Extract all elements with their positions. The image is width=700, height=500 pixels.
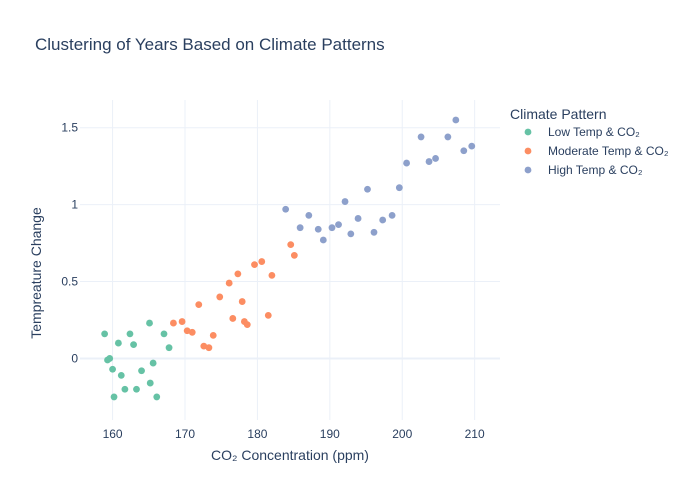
data-point[interactable] xyxy=(335,221,342,229)
x-tick-label: 160 xyxy=(103,427,123,441)
data-point[interactable] xyxy=(138,367,145,375)
legend: Climate Pattern Low Temp & CO₂ Moderate T… xyxy=(510,106,669,177)
data-point[interactable] xyxy=(370,228,378,236)
data-point[interactable] xyxy=(117,371,125,379)
data-point[interactable] xyxy=(444,133,452,141)
data-point[interactable] xyxy=(225,279,233,287)
data-point[interactable] xyxy=(328,224,336,232)
data-point[interactable] xyxy=(130,341,137,349)
data-point[interactable] xyxy=(290,251,298,259)
data-point[interactable] xyxy=(146,379,154,387)
x-tick-label: 200 xyxy=(392,427,412,441)
data-point[interactable] xyxy=(114,339,122,347)
data-point[interactable] xyxy=(109,365,116,373)
legend-label[interactable]: Low Temp & CO₂ xyxy=(548,125,640,139)
data-point[interactable] xyxy=(417,133,425,141)
data-point[interactable] xyxy=(178,318,186,325)
data-point[interactable] xyxy=(287,241,295,249)
data-point[interactable] xyxy=(195,301,203,309)
y-axis-ticks: 0 0.5 1 1.5 xyxy=(61,121,78,366)
x-tick-label: 180 xyxy=(247,427,267,441)
data-point[interactable] xyxy=(432,155,439,162)
data-point[interactable] xyxy=(268,271,276,279)
data-point[interactable] xyxy=(165,344,173,352)
data-point[interactable] xyxy=(101,330,109,338)
data-point[interactable] xyxy=(238,298,246,305)
data-point[interactable] xyxy=(379,216,387,224)
data-point[interactable] xyxy=(264,311,272,319)
data-point[interactable] xyxy=(216,293,224,301)
data-point[interactable] xyxy=(364,185,371,193)
y-axis-title: Tempreature Change xyxy=(28,207,44,339)
x-tick-label: 170 xyxy=(175,427,195,441)
y-tick-label: 0.5 xyxy=(61,275,78,289)
x-axis-title: CO₂ Concentration (ppm) xyxy=(211,447,369,463)
legend-marker xyxy=(524,128,532,136)
x-tick-label: 190 xyxy=(320,427,340,441)
data-point[interactable] xyxy=(314,225,322,233)
y-tick-label: 1.5 xyxy=(61,121,78,135)
y-tick-label: 1 xyxy=(71,198,78,212)
data-point[interactable] xyxy=(282,205,290,213)
data-point[interactable] xyxy=(251,261,258,269)
legend-marker xyxy=(524,147,532,155)
data-point[interactable] xyxy=(149,359,157,367)
plot-area[interactable] xyxy=(101,116,476,401)
data-point[interactable] xyxy=(452,116,460,124)
legend-title: Climate Pattern xyxy=(510,106,606,122)
data-point[interactable] xyxy=(296,224,304,232)
data-point[interactable] xyxy=(305,211,313,219)
data-point[interactable] xyxy=(258,258,266,265)
data-point[interactable] xyxy=(133,385,140,393)
chart-title: Clustering of Years Based on Climate Pat… xyxy=(35,35,385,54)
data-point[interactable] xyxy=(388,211,396,219)
y-tick-label: 0 xyxy=(71,351,78,365)
data-point[interactable] xyxy=(126,330,134,338)
data-point[interactable] xyxy=(229,315,237,322)
data-point[interactable] xyxy=(160,330,168,338)
legend-label[interactable]: High Temp & CO₂ xyxy=(548,163,643,177)
data-point[interactable] xyxy=(205,344,213,352)
data-point[interactable] xyxy=(395,184,403,192)
data-point[interactable] xyxy=(347,230,355,238)
data-point[interactable] xyxy=(341,198,349,205)
data-point[interactable] xyxy=(106,355,114,362)
data-point[interactable] xyxy=(121,385,129,393)
data-point[interactable] xyxy=(188,328,196,336)
data-point[interactable] xyxy=(468,142,476,150)
gridlines xyxy=(80,100,500,420)
x-axis-ticks: 160 170 180 190 200 210 xyxy=(103,427,485,441)
data-point[interactable] xyxy=(243,321,251,329)
data-point[interactable] xyxy=(319,236,327,244)
data-point[interactable] xyxy=(170,319,177,327)
data-point[interactable] xyxy=(153,393,161,401)
legend-marker xyxy=(524,166,532,174)
data-point[interactable] xyxy=(209,331,217,339)
legend-label[interactable]: Moderate Temp & CO₂ xyxy=(548,144,669,158)
data-point[interactable] xyxy=(234,270,242,278)
data-point[interactable] xyxy=(460,147,468,155)
data-point[interactable] xyxy=(354,215,362,222)
data-point[interactable] xyxy=(146,319,153,327)
data-point[interactable] xyxy=(425,158,433,165)
data-point[interactable] xyxy=(403,159,410,167)
data-point[interactable] xyxy=(110,393,118,401)
x-tick-label: 210 xyxy=(465,427,485,441)
